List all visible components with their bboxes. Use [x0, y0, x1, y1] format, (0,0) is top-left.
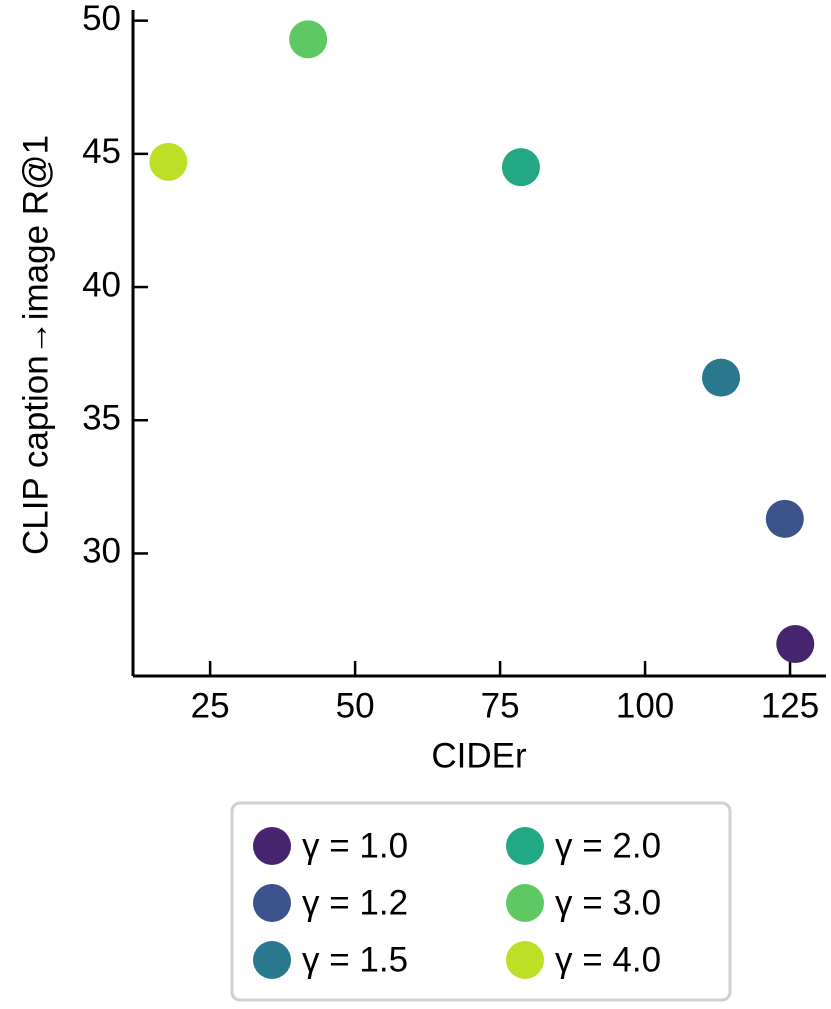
point	[765, 499, 804, 538]
y-tick-label: 50	[82, 0, 121, 38]
legend-marker	[253, 941, 291, 979]
point	[501, 148, 540, 187]
legend-label: γ = 2.0	[555, 826, 661, 865]
legend-box	[230, 801, 732, 1002]
x-tick-label: 50	[336, 686, 375, 725]
x-axis-label: CIDEr	[431, 736, 527, 775]
legend-label: γ = 1.2	[302, 883, 408, 922]
y-axis-label: CLIP caption→image R@1	[16, 135, 55, 555]
point	[702, 358, 741, 397]
x-tick-label: 100	[616, 686, 674, 725]
point	[776, 625, 815, 664]
point	[149, 142, 188, 181]
x-tick-label: 75	[481, 686, 520, 725]
legend-marker	[506, 941, 544, 979]
x-tick-label: 25	[191, 686, 230, 725]
y-tick-label: 30	[82, 532, 121, 571]
point	[289, 20, 328, 59]
legend-marker	[506, 827, 544, 865]
y-tick-label: 45	[82, 132, 121, 171]
y-tick-label: 40	[82, 265, 121, 304]
legend-label: γ = 3.0	[555, 883, 661, 922]
legend-marker	[506, 884, 544, 922]
y-tick-label: 35	[82, 399, 121, 438]
legend-label: γ = 1.5	[302, 940, 408, 979]
x-tick-label: 125	[761, 686, 819, 725]
legend-label: γ = 4.0	[555, 940, 661, 979]
legend-label: γ = 1.0	[302, 826, 408, 865]
legend-marker	[253, 884, 291, 922]
legend-marker	[253, 827, 291, 865]
